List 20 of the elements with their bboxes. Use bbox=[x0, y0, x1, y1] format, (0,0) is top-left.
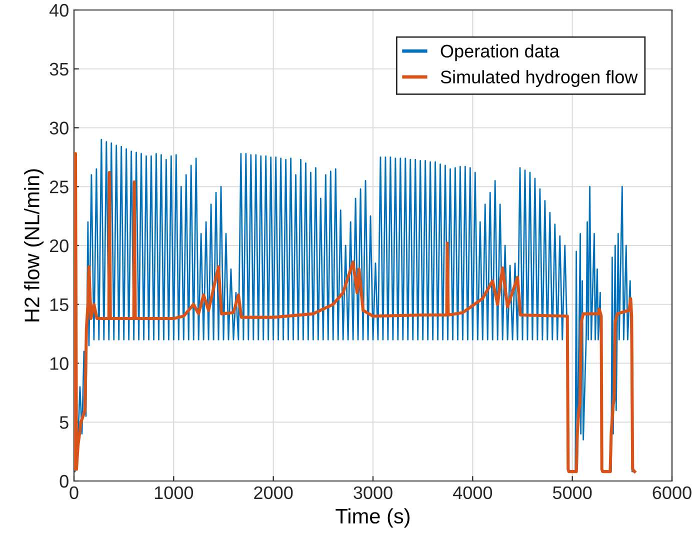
y-tick-label: 20 bbox=[50, 239, 68, 252]
legend-label: Operation data bbox=[440, 44, 560, 62]
y-tick-label: 15 bbox=[50, 298, 68, 312]
x-tick-label: 4000 bbox=[453, 486, 492, 500]
x-tick-label: 5000 bbox=[552, 486, 592, 500]
x-tick-label: 1000 bbox=[154, 486, 194, 500]
x-tick-label: 2000 bbox=[254, 486, 293, 500]
y-tick-label: 40 bbox=[49, 4, 68, 17]
y-tick-label: 5 bbox=[60, 416, 68, 429]
legend-label: Simulated hydrogen flow bbox=[440, 70, 638, 87]
x-tick-label: 0 bbox=[70, 486, 78, 500]
x-tick-label: 6000 bbox=[652, 486, 692, 500]
y-tick-label: 35 bbox=[50, 62, 68, 76]
y-tick-label: 30 bbox=[50, 122, 68, 134]
y-tick-label: 10 bbox=[50, 357, 68, 370]
x-tick-label: 3000 bbox=[354, 486, 392, 500]
y-axis-title: H2 flow (NL/min) bbox=[24, 169, 44, 322]
y-tick-label: 25 bbox=[50, 180, 68, 194]
y-tick-label: 0 bbox=[60, 474, 68, 488]
x-axis-title: Time (s) bbox=[336, 508, 410, 528]
